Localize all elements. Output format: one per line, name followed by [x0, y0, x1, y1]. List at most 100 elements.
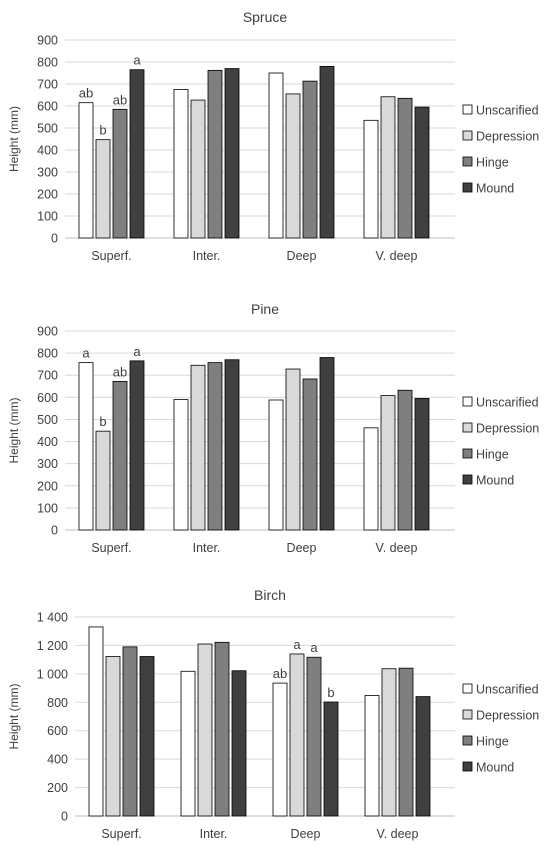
legend-label-depression: Depression — [476, 709, 539, 723]
significance-label: a — [133, 344, 141, 359]
significance-label: ab — [113, 364, 127, 379]
bar-hinge — [122, 646, 138, 817]
y-tick-label: 200 — [37, 479, 58, 493]
legend-label-unscarified: Unscarified — [476, 104, 539, 118]
chart-title: Birch — [254, 587, 286, 603]
bar-depression — [285, 368, 301, 531]
bar-unscarified — [272, 682, 288, 817]
bar-depression — [190, 99, 206, 239]
legend-swatch-mound — [462, 182, 473, 193]
y-tick-label: 600 — [37, 100, 58, 114]
bar-hinge — [112, 381, 128, 531]
y-tick-label: 800 — [47, 696, 68, 710]
x-tick-label: Superf. — [91, 249, 131, 263]
y-axis-label: Height (mm) — [7, 683, 21, 749]
bar-mound — [414, 106, 430, 239]
bar-mound — [231, 670, 247, 817]
legend-swatch-depression — [462, 709, 473, 720]
y-tick-label: 100 — [37, 210, 58, 224]
bar-hinge — [398, 667, 414, 817]
significance-label: b — [327, 685, 334, 700]
chart-title: Pine — [251, 301, 279, 317]
chart-pine: Pine 0 100 200 300 400 500 600 700 800 900 Height (… — [7, 301, 539, 555]
legend-swatch-hinge — [462, 156, 473, 167]
legend-swatch-mound — [462, 474, 473, 485]
bar-mound — [224, 359, 240, 531]
legend-swatch-mound — [462, 761, 473, 772]
x-tick-label: Deep — [287, 249, 317, 263]
bar-unscarified — [364, 695, 380, 817]
bar-depression — [381, 668, 397, 817]
y-tick-label: 600 — [47, 724, 68, 738]
x-tick-label: Inter. — [193, 541, 221, 555]
bar-unscarified — [173, 89, 189, 239]
bar-mound — [323, 701, 339, 817]
x-tick-label: Deep — [287, 541, 317, 555]
bar-mound — [129, 360, 145, 531]
bar-unscarified — [268, 72, 284, 239]
y-tick-label: 400 — [37, 144, 58, 158]
legend-label-hinge: Hinge — [476, 156, 509, 170]
significance-label: ab — [79, 86, 93, 101]
y-tick-label: 0 — [51, 232, 58, 246]
y-axis-label: Height (mm) — [7, 106, 21, 172]
legend-label-unscarified: Unscarified — [476, 396, 539, 410]
bar-mound — [414, 398, 430, 531]
legend-label-hinge: Hinge — [476, 448, 509, 462]
bar-depression — [95, 430, 111, 531]
x-tick-label: V. deep — [376, 541, 418, 555]
bar-mound — [129, 69, 145, 239]
y-tick-label: 400 — [37, 435, 58, 449]
bar-mound — [319, 66, 335, 239]
y-tick-label: 300 — [37, 457, 58, 471]
y-tick-label: 900 — [37, 34, 58, 48]
bar-hinge — [302, 378, 318, 531]
legend-swatch-depression — [462, 422, 473, 433]
legend-swatch-depression — [462, 130, 473, 141]
y-tick-label: 200 — [47, 781, 68, 795]
bar-hinge — [397, 389, 413, 531]
y-tick-label: 200 — [37, 188, 58, 202]
y-tick-label: 700 — [37, 78, 58, 92]
y-tick-label: 700 — [37, 369, 58, 383]
legend-label-mound: Mound — [476, 761, 514, 775]
x-tick-label: Inter. — [193, 249, 221, 263]
x-tick-label: Superf. — [101, 827, 141, 841]
significance-label: b — [99, 414, 106, 429]
bar-hinge — [207, 69, 223, 239]
y-tick-label: 0 — [61, 810, 68, 824]
y-tick-label: 500 — [37, 413, 58, 427]
bar-hinge — [397, 97, 413, 239]
y-tick-label: 1 000 — [37, 667, 68, 681]
bar-unscarified — [88, 626, 104, 817]
y-tick-label: 900 — [37, 325, 58, 339]
y-tick-label: 600 — [37, 391, 58, 405]
bar-mound — [319, 357, 335, 531]
legend-swatch-unscarified — [462, 104, 473, 115]
chart-title: Spruce — [243, 9, 288, 25]
y-axis-label: Height (mm) — [7, 397, 21, 463]
legend-label-unscarified: Unscarified — [476, 683, 539, 697]
legend-swatch-hinge — [462, 448, 473, 459]
significance-label: ab — [273, 666, 287, 681]
bar-hinge — [302, 80, 318, 239]
significance-label: a — [133, 53, 141, 68]
bar-unscarified — [78, 102, 94, 239]
bar-mound — [139, 656, 155, 817]
legend-swatch-unscarified — [462, 683, 473, 694]
bar-depression — [380, 96, 396, 239]
y-tick-label: 800 — [37, 56, 58, 70]
legend-swatch-unscarified — [462, 396, 473, 407]
bar-depression — [190, 364, 206, 531]
bar-unscarified — [78, 362, 94, 531]
bar-unscarified — [363, 427, 379, 531]
chart-spruce: Spruce 0 100 200 300 400 500 600 700 800 900 Height… — [7, 9, 539, 263]
x-tick-label: V. deep — [376, 249, 418, 263]
bar-depression — [197, 643, 213, 817]
y-tick-label: 1 400 — [37, 611, 68, 625]
chart-birch: Birch 0 200 400 600 800 1 000 1 200 1 400 Height … — [7, 587, 539, 841]
legend-label-depression: Depression — [476, 130, 539, 144]
significance-label: a — [82, 346, 90, 361]
y-tick-label: 0 — [51, 524, 58, 538]
